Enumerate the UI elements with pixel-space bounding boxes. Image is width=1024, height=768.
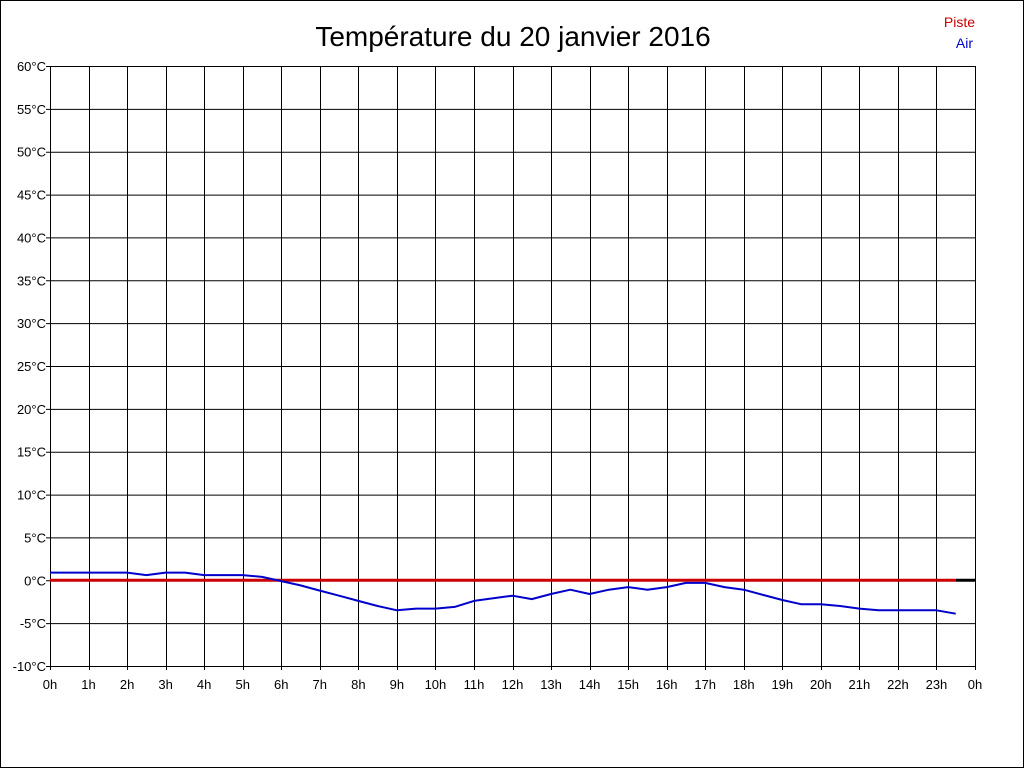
x-tick-label: 2h: [120, 677, 134, 692]
x-tick-label: 19h: [771, 677, 793, 692]
x-tick-label: 0h: [43, 677, 57, 692]
y-axis-ticks: -10°C -5°C 0°C 5°C 10°C 15°C 20°C 25°C 30°C 35°C 4…: [13, 59, 46, 674]
y-tick-label: 60°C: [17, 59, 46, 74]
x-tick-label: 21h: [849, 677, 871, 692]
series-line-air: [50, 571, 956, 615]
y-tick-label: -5°C: [20, 616, 46, 631]
x-tick-label: 9h: [390, 677, 404, 692]
y-tick-label: 35°C: [17, 273, 46, 288]
x-tick-label: 22h: [887, 677, 909, 692]
y-tick-label: 5°C: [24, 530, 46, 545]
x-tick-label: 17h: [694, 677, 716, 692]
x-tick-label: 6h: [274, 677, 288, 692]
x-tick-label: 5h: [235, 677, 249, 692]
x-tick-label: 16h: [656, 677, 678, 692]
legend-air: Air: [956, 35, 973, 51]
grid: [46, 66, 976, 670]
x-tick-label: 3h: [158, 677, 172, 692]
x-tick-label: 1h: [81, 677, 95, 692]
y-tick-label: 45°C: [17, 188, 46, 203]
y-tick-label: 0°C: [24, 573, 46, 588]
x-tick-label: 7h: [313, 677, 327, 692]
y-tick-label: 30°C: [17, 316, 46, 331]
y-tick-label: 25°C: [17, 359, 46, 374]
x-tick-label: 0h: [968, 677, 982, 692]
x-tick-label: 4h: [197, 677, 211, 692]
legend-piste: Piste: [944, 14, 975, 30]
x-tick-label: 20h: [810, 677, 832, 692]
x-tick-label: 10h: [425, 677, 447, 692]
x-tick-label: 15h: [617, 677, 639, 692]
x-tick-label: 18h: [733, 677, 755, 692]
x-axis-ticks: 0h 1h 2h 3h 4h 5h 6h 7h 8h 9h 10h 11h 12h 13h 14h 15h 16…: [43, 677, 982, 692]
y-tick-label: 55°C: [17, 102, 46, 117]
series-lines: [50, 571, 975, 615]
x-tick-label: 13h: [540, 677, 562, 692]
x-tick-label: 12h: [502, 677, 524, 692]
y-tick-label: 50°C: [17, 145, 46, 160]
chart-title: Température du 20 janvier 2016: [315, 21, 710, 52]
y-tick-label: 40°C: [17, 230, 46, 245]
y-tick-label: 15°C: [17, 445, 46, 460]
y-tick-label: 20°C: [17, 402, 46, 417]
x-tick-label: 23h: [926, 677, 948, 692]
x-tick-label: 11h: [464, 677, 485, 692]
x-tick-label: 8h: [351, 677, 365, 692]
y-tick-label: 10°C: [17, 488, 46, 503]
y-tick-label: -10°C: [13, 659, 46, 674]
x-tick-label: 14h: [579, 677, 601, 692]
